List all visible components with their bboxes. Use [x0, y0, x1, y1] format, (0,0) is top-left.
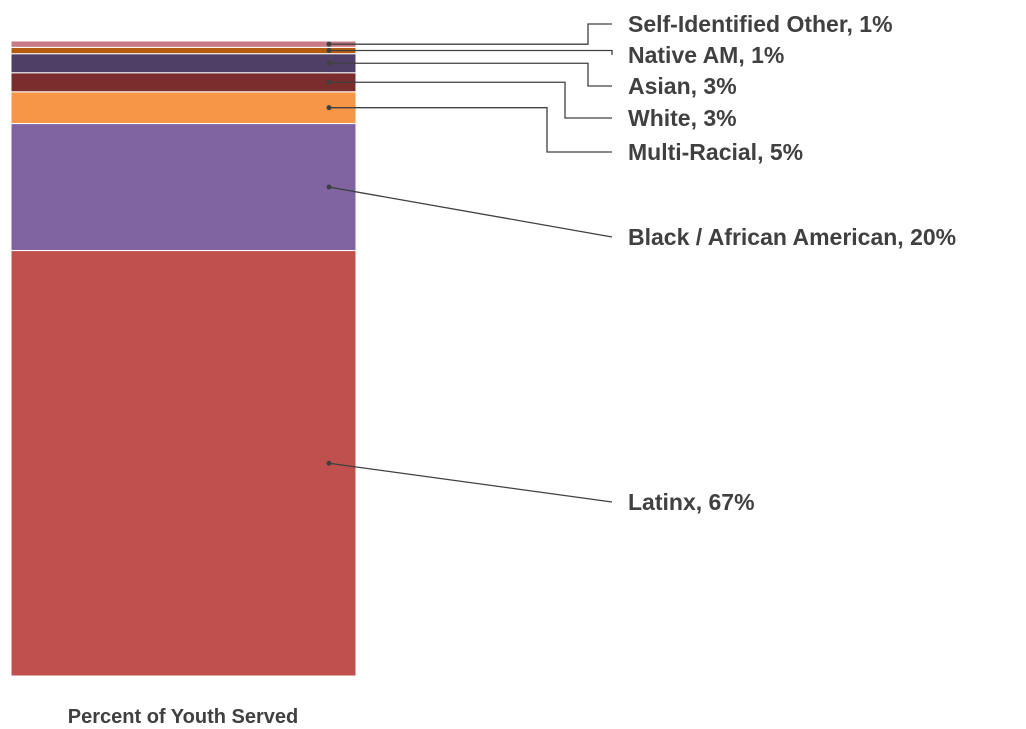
leader-line: [329, 62, 612, 87]
leader-line: [329, 107, 612, 153]
segment-label: Black / African American, 20%: [628, 224, 956, 250]
segment-label: White, 3%: [628, 105, 737, 131]
segment-label: Native AM, 1%: [628, 42, 784, 68]
bar-segment-self-identified-other: [10, 40, 357, 48]
bar-segment-white: [10, 72, 357, 93]
segment-label: Asian, 3%: [628, 73, 737, 99]
leader-line: [329, 81, 612, 119]
bar-segment-native-am: [10, 46, 357, 55]
bar-segment-asian: [10, 53, 357, 74]
leader-lines: [326, 23, 613, 503]
segment-label: Self-Identified Other, 1%: [628, 11, 893, 37]
leader-line: [328, 186, 613, 238]
bar-segment-multi-racial: [10, 91, 357, 125]
bar-segments: [10, 40, 357, 677]
segment-labels: Latinx, 67% Black / African American, 20%…: [628, 11, 956, 515]
bar-segment-latinx: [10, 250, 357, 677]
leader-line: [328, 462, 613, 503]
segment-label: Latinx, 67%: [628, 489, 755, 515]
segment-label: Multi-Racial, 5%: [628, 139, 803, 165]
leader-line: [329, 49, 613, 55]
leader-line: [329, 23, 612, 45]
bar-segment-black-african-american: [10, 123, 357, 252]
x-axis-label: Percent of Youth Served: [67, 706, 299, 728]
